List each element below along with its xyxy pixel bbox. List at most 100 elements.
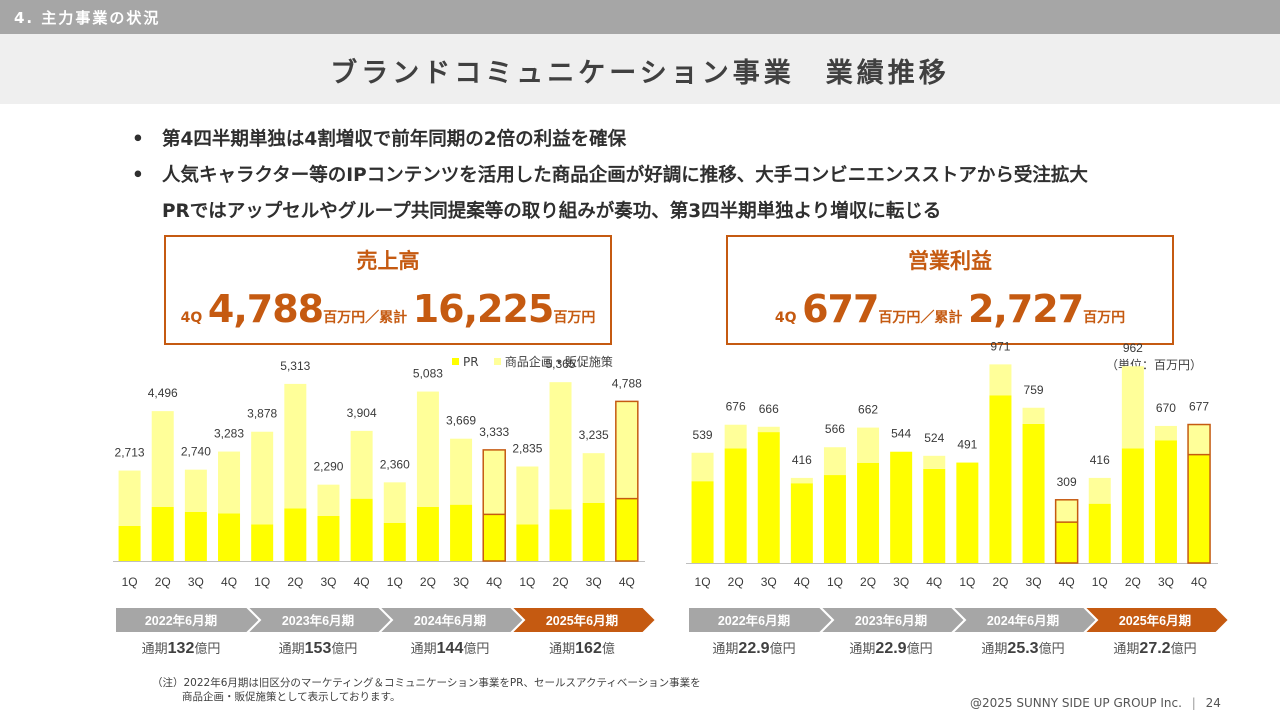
- period-label: 2022年6月期: [145, 613, 217, 628]
- data-label: 3,878: [247, 407, 277, 421]
- footer: @2025 SUNNY SIDE UP GROUP Inc. | 24: [970, 696, 1221, 710]
- legend-swatch-pr: [452, 358, 459, 365]
- x-tick-label: 4Q: [486, 575, 502, 589]
- data-label: 670: [1156, 401, 1176, 415]
- x-tick-label: 3Q: [188, 575, 204, 589]
- bar-segment-pr: [857, 462, 880, 563]
- unit-note: （単位：百万円）: [1106, 358, 1203, 372]
- data-label: 2,740: [181, 445, 211, 459]
- data-label: 544: [891, 427, 911, 441]
- legend-label-pr: PR: [463, 355, 479, 369]
- page-number: 24: [1205, 696, 1221, 710]
- kpi-quarter-label: 4Q: [774, 310, 797, 326]
- title-band: ブランドコミュニケーション事業 業績推移: [0, 34, 1280, 104]
- bar-segment-pr: [383, 523, 406, 561]
- bar-segment-goods: [724, 424, 747, 449]
- bar-segment-pr: [118, 526, 141, 561]
- annual-value: 132: [168, 640, 195, 657]
- bar-segment-goods: [823, 447, 846, 476]
- bar-segment-goods: [317, 484, 340, 516]
- x-tick-label: 1Q: [122, 575, 138, 589]
- data-label: 759: [1024, 383, 1044, 397]
- x-tick-label: 1Q: [959, 575, 975, 589]
- bar-segment-goods: [790, 477, 813, 484]
- x-tick-label: 1Q: [254, 575, 270, 589]
- x-tick-label: 3Q: [586, 575, 602, 589]
- x-tick-label: 4Q: [794, 575, 810, 589]
- annual-value: 22.9: [875, 640, 906, 657]
- bar-segment-goods: [516, 466, 539, 525]
- kpi-total-value: 16,225: [412, 287, 555, 331]
- data-label: 3,333: [479, 425, 509, 439]
- annual-prefix: 通期: [549, 641, 575, 656]
- kpi-title: 営業利益: [908, 249, 992, 273]
- annual-unit: 億円: [907, 641, 933, 656]
- x-tick-label: 1Q: [387, 575, 403, 589]
- kpi-box-profit: 営業利益 4Q 677百万円／累計 2,727百万円: [726, 235, 1174, 345]
- annual-total: 通期22.9億円: [712, 640, 795, 657]
- annual-unit: 億円: [1039, 641, 1065, 656]
- annual-prefix: 通期: [981, 641, 1007, 656]
- x-tick-label: 2Q: [155, 575, 171, 589]
- annual-value: 25.3: [1007, 640, 1038, 657]
- bar-segment-pr: [1088, 503, 1111, 563]
- x-tick-label: 2Q: [1125, 575, 1141, 589]
- bar-segment-pr: [1022, 423, 1045, 563]
- period-chevron: [114, 606, 262, 634]
- annual-prefix: 通期: [142, 641, 168, 656]
- bar-segment-goods: [483, 449, 506, 515]
- annual-total: 通期25.3億円: [981, 640, 1064, 657]
- bar-segment-goods: [1121, 366, 1144, 449]
- section-header-label: 4. 主力事業の状況: [14, 9, 161, 27]
- bar-segment-goods: [383, 482, 406, 523]
- x-tick-label: 2Q: [553, 575, 569, 589]
- bullet-dot-icon: •: [132, 165, 144, 186]
- annual-total: 通期144億円: [411, 640, 490, 657]
- chart-legend: PR 商品企画・販促施策: [452, 353, 613, 370]
- data-label: 4,788: [612, 376, 642, 390]
- x-tick-label: 2Q: [992, 575, 1008, 589]
- bar-segment-pr: [1188, 454, 1211, 563]
- data-label: 662: [858, 403, 878, 417]
- bar-highlight-outline: [615, 400, 639, 562]
- x-tick-label: 3Q: [893, 575, 909, 589]
- bar-segment-pr: [1121, 448, 1144, 563]
- x-tick-label: 1Q: [827, 575, 843, 589]
- annual-value: 144: [437, 640, 464, 657]
- x-tick-label: 3Q: [1026, 575, 1042, 589]
- data-label: 666: [759, 402, 779, 416]
- bar-highlight-outline: [1054, 499, 1079, 564]
- kpi-values: 4Q 4,788百万円／累計 16,225百万円: [166, 287, 610, 331]
- bar-segment-goods: [615, 401, 638, 499]
- data-label: 524: [924, 431, 944, 445]
- bar-segment-pr: [416, 507, 439, 561]
- annual-unit: 億: [602, 641, 615, 656]
- period-chevron: [376, 606, 526, 634]
- data-label: 309: [1057, 475, 1077, 489]
- footnote-line: （注）2022年6月期は旧区分のマーケティング＆コミュニケーション事業をPR、セ…: [152, 677, 701, 689]
- bar-segment-pr: [582, 503, 605, 561]
- data-label: 2,360: [380, 457, 410, 471]
- bar-segment-goods: [184, 469, 207, 512]
- bar-segment-pr: [483, 514, 506, 561]
- x-tick-label: 3Q: [761, 575, 777, 589]
- annual-unit: 億円: [331, 641, 357, 656]
- annual-total: 通期153億円: [279, 640, 358, 657]
- bar-segment-goods: [1154, 425, 1177, 441]
- data-label: 416: [792, 453, 812, 467]
- bar-segment-pr: [184, 512, 207, 561]
- bar-segment-pr: [956, 462, 979, 563]
- x-tick-label: 4Q: [221, 575, 237, 589]
- data-label: 566: [825, 422, 845, 436]
- kpi-quarter-value: 677: [802, 287, 879, 331]
- data-label: 3,283: [214, 427, 244, 441]
- bar-segment-pr: [890, 451, 913, 563]
- bullet-list: • 第4四半期単独は4割増収で前年同期の2倍の利益を確保 • 人気キャラクター等のI…: [132, 122, 1252, 230]
- x-tick-label: 2Q: [860, 575, 876, 589]
- annual-value: 162: [575, 640, 602, 657]
- bar-segment-pr: [350, 498, 373, 561]
- period-label: 2025年6月期: [1119, 613, 1191, 628]
- annual-value: 153: [305, 640, 332, 657]
- kpi-box-sales: 売上高 4Q 4,788百万円／累計 16,225百万円: [164, 235, 612, 345]
